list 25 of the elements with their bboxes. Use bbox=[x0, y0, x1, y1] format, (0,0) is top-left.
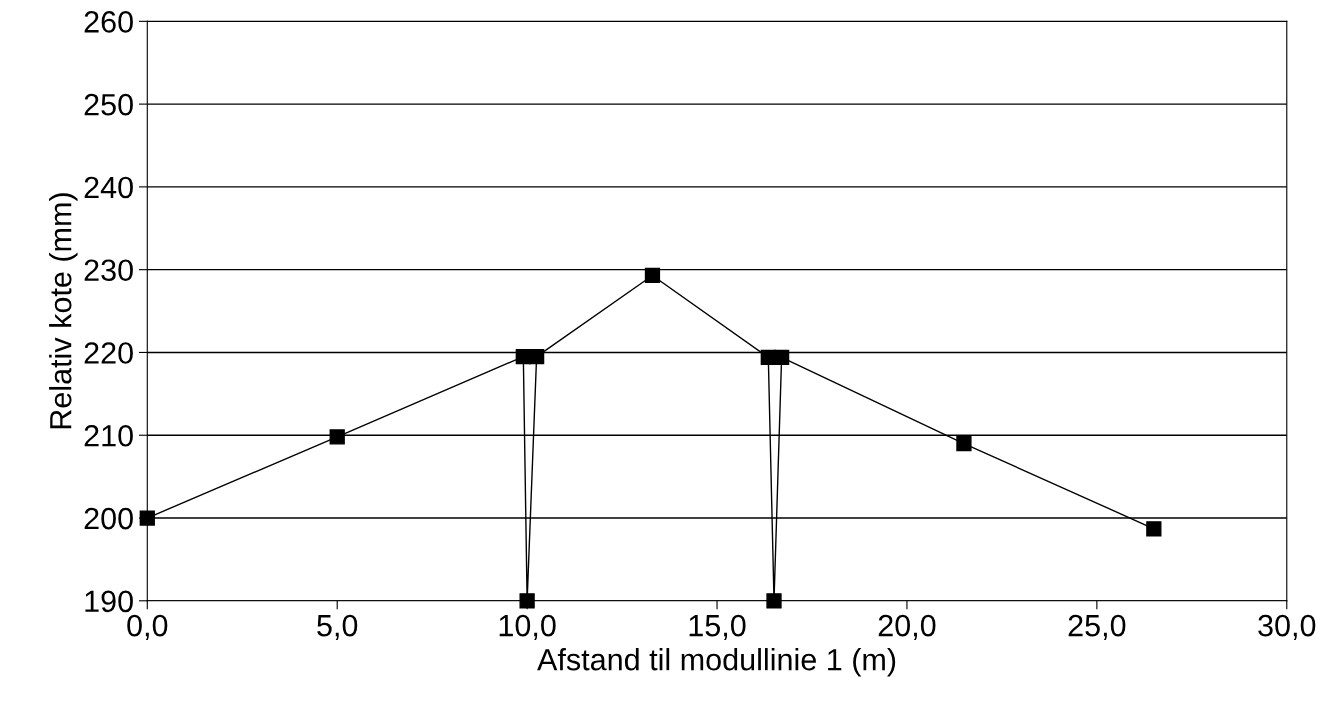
x-axis-title: Afstand til modullinie 1 (m) bbox=[537, 648, 896, 677]
point bbox=[956, 435, 972, 452]
y-tick-label: 210 bbox=[84, 424, 133, 447]
point bbox=[773, 349, 790, 366]
x-tick-label: 5,0 bbox=[317, 614, 358, 641]
y-tick-label: 230 bbox=[84, 259, 133, 282]
point bbox=[519, 593, 535, 609]
y-tick-label: 240 bbox=[84, 176, 133, 199]
y-tick-label: 260 bbox=[84, 11, 133, 33]
y-tick-label: 190 bbox=[85, 590, 133, 613]
point bbox=[1146, 521, 1162, 537]
x-tick-label: 0,0 bbox=[127, 614, 168, 641]
y-tick-label: 250 bbox=[84, 93, 133, 116]
x-tick-label: 25,0 bbox=[1068, 614, 1126, 641]
y-tick-label: 200 bbox=[84, 507, 133, 530]
x-tick-label: 10,0 bbox=[499, 614, 556, 641]
x-tick-label: 15,0 bbox=[689, 614, 746, 641]
y-tick-label: 220 bbox=[84, 342, 133, 364]
y-axis-title: Relativ kote (mm) bbox=[49, 193, 78, 429]
point bbox=[329, 429, 345, 445]
point bbox=[766, 593, 782, 609]
point bbox=[528, 348, 545, 365]
x-tick-label: 30,0 bbox=[1258, 614, 1316, 641]
x-tick-label: 20,0 bbox=[878, 614, 936, 641]
point bbox=[644, 267, 661, 284]
